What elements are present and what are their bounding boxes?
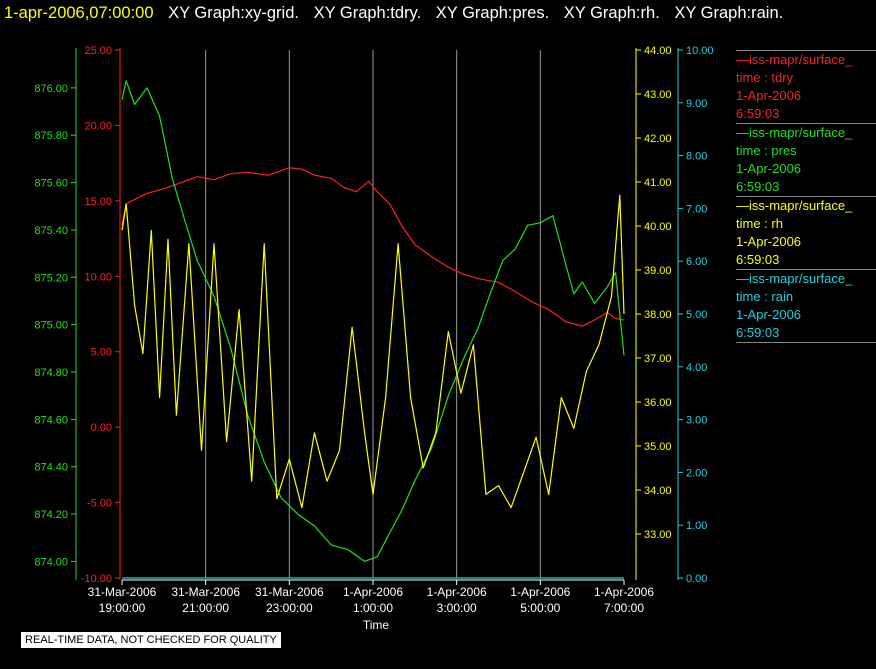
legend-entry-rain[interactable]: —iss-mapr/surface_ time : rain 1-Apr-200… — [736, 269, 876, 343]
legend-variable-pres: time : pres — [736, 143, 797, 158]
x-tick-date: 1-Apr-2006 — [427, 585, 487, 599]
rain-tick-label: 9.00 — [686, 98, 707, 110]
pres-tick-label: 874.60 — [34, 414, 68, 426]
rh-tick-label: 44.00 — [644, 45, 672, 57]
legend-source-tdry: —iss-mapr/surface_ — [736, 52, 853, 67]
quality-notice: REAL-TIME DATA, NOT CHECKED FOR QUALITY — [20, 631, 282, 649]
tdry-tick-label: 10.00 — [84, 271, 112, 283]
rain-tick-label: 8.00 — [686, 151, 707, 163]
legend-date-pres: 1-Apr-2006 — [736, 161, 802, 176]
x-tick-time: 3:00:00 — [437, 601, 477, 615]
series-line-rh — [121, 194, 625, 509]
x-tick-time: 21:00:00 — [182, 601, 229, 615]
rh-tick-label: 40.00 — [644, 221, 672, 233]
legend-entry-tdry[interactable]: —iss-mapr/surface_ time : tdry 1-Apr-200… — [736, 50, 876, 123]
rh-tick-label: 33.00 — [644, 529, 672, 541]
rh-tick-label: 43.00 — [644, 89, 672, 101]
x-tick-time: 7:00:00 — [604, 601, 644, 615]
legend-date-rh: 1-Apr-2006 — [736, 234, 802, 249]
x-tick-time: 23:00:00 — [266, 601, 313, 615]
pres-tick-label: 875.60 — [34, 178, 68, 190]
tdry-tick-label: 15.00 — [84, 196, 112, 208]
legend: —iss-mapr/surface_ time : tdry 1-Apr-200… — [736, 50, 876, 343]
series-line-pres — [121, 80, 625, 563]
graph-title-xy-grid: XY Graph:xy-grid. — [168, 4, 299, 22]
legend-source-rain: —iss-mapr/surface_ — [736, 271, 853, 286]
rain-tick-label: 4.00 — [686, 362, 707, 374]
legend-time-tdry: 6:59:03 — [736, 106, 780, 121]
legend-time-rh: 6:59:03 — [736, 252, 780, 267]
legend-variable-tdry: time : tdry — [736, 70, 794, 85]
legend-variable-rain: time : rain — [736, 289, 794, 304]
tdry-tick-label: 0.00 — [91, 422, 112, 434]
x-tick-time: 19:00:00 — [99, 601, 146, 615]
x-tick-date: 31-Mar-2006 — [88, 585, 157, 599]
graph-title-rh: XY Graph:rh. — [563, 4, 660, 22]
rh-tick-label: 35.00 — [644, 441, 672, 453]
tdry-tick-label: 5.00 — [91, 347, 112, 359]
rain-tick-label: 10.00 — [686, 45, 714, 57]
rh-tick-label: 37.00 — [644, 353, 672, 365]
x-tick-time: 1:00:00 — [353, 601, 393, 615]
rh-tick-label: 39.00 — [644, 265, 672, 277]
rh-tick-label: 34.00 — [644, 485, 672, 497]
pres-tick-label: 876.00 — [34, 83, 68, 95]
rain-tick-label: 2.00 — [686, 467, 707, 479]
tdry-tick-label: 25.00 — [84, 45, 112, 57]
tdry-tick-label: -10.00 — [81, 573, 112, 585]
graph-title-rain: XY Graph:rain. — [674, 4, 784, 22]
series-line-tdry — [121, 167, 625, 327]
pres-tick-label: 874.80 — [34, 367, 68, 379]
pres-tick-label: 875.40 — [34, 225, 68, 237]
legend-variable-rh: time : rh — [736, 216, 783, 231]
x-tick-date: 31-Mar-2006 — [171, 585, 240, 599]
rain-tick-label: 1.00 — [686, 520, 707, 532]
x-tick-date: 1-Apr-2006 — [594, 585, 654, 599]
header-timestamp: 1-apr-2006,07:00:00 — [4, 4, 154, 22]
x-tick-date: 31-Mar-2006 — [255, 585, 324, 599]
x-tick-time: 5:00:00 — [520, 601, 560, 615]
legend-time-rain: 6:59:03 — [736, 325, 780, 340]
header-bar: 1-apr-2006,07:00:00 XY Graph:xy-grid. XY… — [0, 2, 876, 24]
rh-tick-label: 41.00 — [644, 177, 672, 189]
pres-tick-label: 875.80 — [34, 130, 68, 142]
rain-tick-label: 7.00 — [686, 203, 707, 215]
legend-entry-rh[interactable]: —iss-mapr/surface_ time : rh 1-Apr-2006 … — [736, 196, 876, 269]
rain-tick-label: 3.00 — [686, 415, 707, 427]
legend-source-pres: —iss-mapr/surface_ — [736, 125, 853, 140]
graph-title-tdry: XY Graph:tdry. — [313, 4, 422, 22]
x-axis-title: Time — [363, 618, 390, 632]
legend-date-tdry: 1-Apr-2006 — [736, 88, 802, 103]
rh-tick-label: 42.00 — [644, 133, 672, 145]
rain-tick-label: 0.00 — [686, 573, 707, 585]
pres-tick-label: 874.40 — [34, 462, 68, 474]
graph-title-pres: XY Graph:pres. — [435, 4, 550, 22]
rh-tick-label: 38.00 — [644, 309, 672, 321]
x-tick-date: 1-Apr-2006 — [510, 585, 570, 599]
legend-source-rh: —iss-mapr/surface_ — [736, 198, 853, 213]
pres-tick-label: 874.20 — [34, 509, 68, 521]
tdry-tick-label: 20.00 — [84, 120, 112, 132]
pres-tick-label: 874.00 — [34, 556, 68, 568]
rh-tick-label: 36.00 — [644, 397, 672, 409]
pres-tick-label: 875.20 — [34, 272, 68, 284]
legend-entry-pres[interactable]: —iss-mapr/surface_ time : pres 1-Apr-200… — [736, 123, 876, 196]
x-tick-date: 1-Apr-2006 — [343, 585, 403, 599]
tdry-tick-label: -5.00 — [87, 498, 112, 510]
legend-date-rain: 1-Apr-2006 — [736, 307, 802, 322]
legend-time-pres: 6:59:03 — [736, 179, 780, 194]
rain-tick-label: 6.00 — [686, 256, 707, 268]
pres-tick-label: 875.00 — [34, 320, 68, 332]
rain-tick-label: 5.00 — [686, 309, 707, 321]
